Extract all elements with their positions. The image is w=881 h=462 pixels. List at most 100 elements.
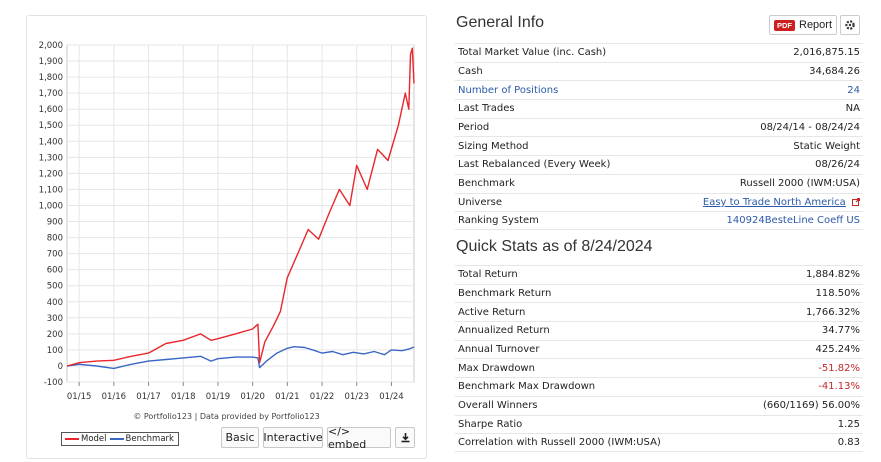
info-label: Universe	[458, 196, 502, 208]
stat-value: 1.25	[837, 418, 860, 430]
x-tick-label: 01/20	[240, 392, 265, 402]
x-tick-label: 01/19	[206, 392, 231, 402]
info-label: Benchmark	[458, 178, 515, 190]
x-tick-label: 01/17	[136, 392, 161, 402]
performance-chart[interactable]: -100 0 100 200 300 400 500 600 700 800 900 1,000 1,1…	[27, 16, 428, 416]
stat-row-annualized-return: Annualized Return 34.77%	[455, 321, 863, 340]
y-tick-label: 1,700	[39, 89, 63, 99]
info-value: 08/24/14 - 08/24/24	[760, 122, 860, 134]
series-line-benchmark[interactable]	[66, 346, 415, 370]
y-tick-label: 1,600	[39, 105, 63, 115]
x-tick-label: 01/22	[310, 392, 335, 402]
pdf-icon: PDF	[774, 19, 795, 31]
y-tick-label: 0	[58, 362, 63, 372]
report-button[interactable]: PDF Report	[769, 15, 837, 35]
info-value: 08/26/24	[815, 159, 860, 171]
stat-value: 34.77%	[821, 325, 860, 337]
stat-value: 1,884.82%	[805, 269, 860, 281]
x-tick-label: 01/23	[344, 392, 369, 402]
download-icon	[401, 433, 409, 443]
legend-item-benchmark[interactable]: Benchmark	[109, 434, 174, 444]
stat-row-correlation: Correlation with Russell 2000 (IWM:USA) …	[455, 433, 863, 452]
stat-value: 1,766.32%	[805, 306, 860, 318]
quick-stats-table: Total Return 1,884.82% Benchmark Return …	[455, 265, 863, 452]
stat-label: Benchmark Return	[458, 288, 552, 300]
basic-button[interactable]: Basic	[221, 427, 259, 448]
ranking-system-link[interactable]: 140924BesteLine Coeff US	[726, 215, 860, 227]
stat-row-sharpe-ratio: Sharpe Ratio 1.25	[455, 414, 863, 434]
y-tick-label: 400	[47, 298, 63, 308]
info-row-total-market-value: Total Market Value (inc. Cash) 2,016,875…	[455, 43, 863, 62]
info-value: 34,684.26	[809, 66, 860, 78]
stat-value: -41.13%	[818, 381, 860, 393]
stat-value: -51.82%	[818, 362, 860, 374]
stat-value: 0.83	[837, 437, 860, 449]
legend-label-model: Model	[81, 434, 107, 444]
legend-item-model[interactable]: Model	[65, 434, 107, 444]
info-row-last-trades: Last Trades NA	[455, 99, 863, 118]
y-tick-label: 800	[47, 234, 63, 244]
info-value: NA	[845, 103, 860, 115]
info-row-benchmark: Benchmark Russell 2000 (IWM:USA)	[455, 173, 863, 193]
info-row-sizing-method: Sizing Method Static Weight	[455, 136, 863, 155]
stat-value: (660/1169) 56.00%	[762, 400, 860, 412]
info-label: Last Trades	[458, 103, 515, 115]
stat-label: Annualized Return	[458, 325, 550, 337]
x-gridlines	[78, 45, 392, 386]
plot-area	[66, 44, 415, 383]
embed-button[interactable]: </> embed	[327, 425, 391, 451]
y-tick-label: 1,100	[39, 185, 63, 195]
y-tick-label: 100	[47, 346, 63, 356]
x-tick-label: 01/15	[67, 392, 92, 402]
y-tick-label: 700	[47, 250, 63, 260]
report-label: Report	[799, 19, 833, 31]
info-label: Total Market Value (inc. Cash)	[458, 47, 607, 59]
settings-button[interactable]	[840, 15, 860, 35]
info-value: Russell 2000 (IWM:USA)	[739, 178, 860, 190]
stat-row-benchmark-return: Benchmark Return 118.50%	[455, 283, 863, 303]
universe-link-wrap[interactable]: Easy to Trade North America	[703, 197, 860, 208]
info-row-ranking-system: Ranking System 140924BesteLine Coeff US	[455, 211, 863, 230]
y-tick-label: 600	[47, 266, 63, 276]
y-tick-label: 1,800	[39, 73, 63, 83]
y-tick-label: 1,000	[39, 201, 63, 211]
y-tick-label: 900	[47, 218, 63, 228]
x-tick-label: 01/16	[102, 392, 127, 402]
x-axis-tick-labels: 01/15 01/16 01/17 01/18 01/19 01/20 01/21 01/22…	[67, 392, 404, 402]
stat-label: Active Return	[458, 306, 526, 318]
y-tick-label: 2,000	[39, 41, 63, 51]
y-tick-label: 300	[47, 314, 63, 324]
info-label: Sizing Method	[458, 140, 529, 152]
stat-label: Overall Winners	[458, 400, 538, 412]
stat-value: 425.24%	[815, 344, 861, 356]
info-label: Period	[458, 122, 490, 134]
info-row-number-of-positions[interactable]: Number of Positions 24	[455, 80, 863, 99]
chart-credit: © Portfolio123 | Data provided by Portfo…	[133, 412, 320, 421]
stat-value: 118.50%	[815, 288, 861, 300]
performance-chart-card: -100 0 100 200 300 400 500 600 700 800 900 1,000 1,1…	[26, 15, 427, 459]
external-link-icon[interactable]	[852, 197, 860, 206]
info-value[interactable]: 24	[847, 84, 860, 96]
y-tick-label: 1,200	[39, 169, 63, 179]
download-button[interactable]	[395, 427, 415, 448]
interactive-button[interactable]: Interactive	[263, 427, 323, 448]
info-row-universe: Universe Easy to Trade North America	[455, 192, 863, 212]
info-row-period: Period 08/24/14 - 08/24/24	[455, 117, 863, 137]
number-of-positions-link[interactable]: Number of Positions	[458, 84, 559, 96]
y-tick-label: 500	[47, 282, 63, 292]
y-tick-label: 1,900	[39, 57, 63, 67]
universe-link[interactable]: Easy to Trade North America	[702, 196, 846, 208]
stat-row-annual-turnover: Annual Turnover 425.24%	[455, 339, 863, 359]
y-axis-tick-labels: -100 0 100 200 300 400 500 600 700 800 900 1,000 1,1…	[39, 41, 63, 388]
info-label: Last Rebalanced (Every Week)	[458, 159, 611, 171]
info-value: Static Weight	[793, 140, 860, 152]
legend-swatch-model	[65, 438, 79, 440]
legend-label-benchmark: Benchmark	[125, 434, 174, 444]
info-row-cash: Cash 34,684.26	[455, 61, 863, 81]
x-tick-label: 01/21	[275, 392, 300, 402]
info-label: Cash	[458, 66, 483, 78]
general-info-table: Total Market Value (inc. Cash) 2,016,875…	[455, 43, 863, 230]
info-value: 2,016,875.15	[793, 47, 860, 59]
stat-label: Total Return	[458, 269, 518, 281]
series-line-model[interactable]	[66, 47, 415, 367]
